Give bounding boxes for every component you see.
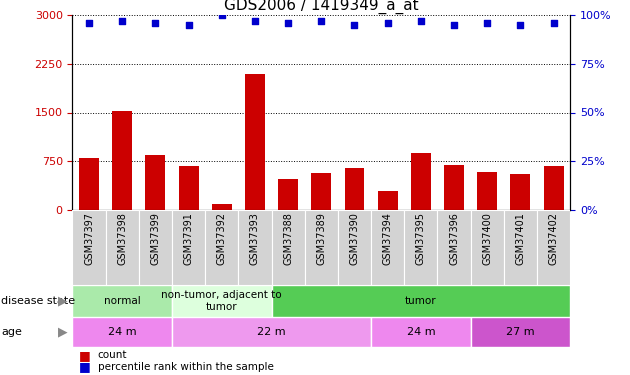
Text: GSM37397: GSM37397 bbox=[84, 212, 94, 265]
Text: 22 m: 22 m bbox=[257, 327, 286, 337]
Bar bbox=[79, 158, 99, 210]
Bar bbox=[411, 153, 431, 210]
Point bbox=[449, 22, 459, 28]
Point bbox=[316, 18, 326, 24]
Point bbox=[250, 18, 260, 24]
Bar bbox=[544, 166, 563, 210]
Bar bbox=[338, 210, 371, 285]
Bar bbox=[278, 179, 298, 210]
Bar bbox=[437, 210, 471, 285]
Text: GSM37398: GSM37398 bbox=[117, 212, 127, 265]
Bar bbox=[212, 204, 232, 210]
Point bbox=[482, 20, 492, 26]
Bar bbox=[305, 210, 338, 285]
Text: GSM37399: GSM37399 bbox=[151, 212, 161, 265]
Bar bbox=[471, 210, 504, 285]
Text: GSM37393: GSM37393 bbox=[250, 212, 260, 265]
Text: 24 m: 24 m bbox=[406, 327, 435, 337]
Point bbox=[283, 20, 293, 26]
Bar bbox=[311, 173, 331, 210]
Point bbox=[549, 20, 559, 26]
Bar bbox=[345, 168, 364, 210]
Point bbox=[84, 20, 94, 26]
Bar bbox=[172, 285, 272, 317]
Bar bbox=[72, 317, 172, 347]
Text: 27 m: 27 m bbox=[506, 327, 535, 337]
Bar bbox=[139, 210, 172, 285]
Bar bbox=[72, 285, 172, 317]
Text: GSM37392: GSM37392 bbox=[217, 212, 227, 265]
Text: tumor: tumor bbox=[405, 296, 437, 306]
Text: GSM37402: GSM37402 bbox=[549, 212, 559, 265]
Text: non-tumor, adjacent to
tumor: non-tumor, adjacent to tumor bbox=[161, 290, 282, 312]
Bar bbox=[272, 285, 570, 317]
Bar bbox=[179, 166, 198, 210]
Text: ■: ■ bbox=[79, 349, 91, 362]
Bar bbox=[471, 317, 570, 347]
Point bbox=[416, 18, 426, 24]
Text: normal: normal bbox=[104, 296, 140, 306]
Text: disease state: disease state bbox=[1, 296, 76, 306]
Text: GSM37400: GSM37400 bbox=[482, 212, 492, 265]
Text: percentile rank within the sample: percentile rank within the sample bbox=[98, 362, 273, 372]
Bar bbox=[537, 210, 570, 285]
Bar bbox=[238, 210, 272, 285]
Point bbox=[350, 22, 360, 28]
Bar bbox=[272, 210, 305, 285]
Bar bbox=[444, 165, 464, 210]
Text: 24 m: 24 m bbox=[108, 327, 137, 337]
Text: GSM37388: GSM37388 bbox=[283, 212, 293, 265]
Text: GSM37396: GSM37396 bbox=[449, 212, 459, 265]
Text: ▶: ▶ bbox=[59, 294, 68, 307]
Text: GSM37391: GSM37391 bbox=[183, 212, 193, 265]
Bar bbox=[404, 210, 437, 285]
Bar bbox=[478, 172, 497, 210]
Text: GSM37390: GSM37390 bbox=[350, 212, 360, 265]
Bar bbox=[378, 190, 398, 210]
Text: GSM37389: GSM37389 bbox=[316, 212, 326, 265]
Bar bbox=[112, 111, 132, 210]
Text: GSM37401: GSM37401 bbox=[515, 212, 525, 265]
Text: age: age bbox=[1, 327, 22, 337]
Bar bbox=[146, 155, 165, 210]
Text: ■: ■ bbox=[79, 360, 91, 373]
Text: ▶: ▶ bbox=[59, 326, 68, 338]
Point bbox=[515, 22, 525, 28]
Point bbox=[183, 22, 193, 28]
Bar bbox=[172, 317, 371, 347]
Bar bbox=[371, 317, 471, 347]
Bar bbox=[245, 74, 265, 210]
Bar bbox=[106, 210, 139, 285]
Bar bbox=[510, 174, 530, 210]
Point bbox=[117, 18, 127, 24]
Text: count: count bbox=[98, 351, 127, 360]
Bar bbox=[205, 210, 238, 285]
Text: GSM37394: GSM37394 bbox=[382, 212, 392, 265]
Text: GSM37395: GSM37395 bbox=[416, 212, 426, 265]
Bar bbox=[504, 210, 537, 285]
Bar bbox=[72, 210, 106, 285]
Title: GDS2006 / 1419349_a_at: GDS2006 / 1419349_a_at bbox=[224, 0, 418, 13]
Point bbox=[382, 20, 392, 26]
Bar bbox=[172, 210, 205, 285]
Bar bbox=[371, 210, 404, 285]
Point bbox=[217, 12, 227, 18]
Point bbox=[151, 20, 161, 26]
